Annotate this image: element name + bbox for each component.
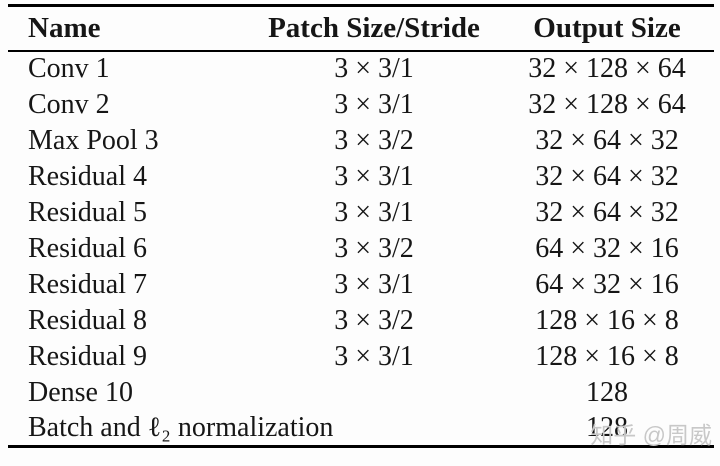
cell-name: Dense 10 bbox=[28, 376, 133, 408]
cell-patch-size: 3 × 3/1 bbox=[334, 88, 414, 120]
cell-output-size: 64 × 32 × 16 bbox=[535, 232, 679, 264]
cell-output-size: 32 × 64 × 32 bbox=[535, 160, 679, 192]
table-row: Batch and ℓ₂ normalization 128 bbox=[8, 411, 714, 447]
cell-name: Conv 2 bbox=[28, 88, 110, 120]
cell-name: Max Pool 3 bbox=[28, 124, 159, 156]
table-row: Max Pool 3 3 × 3/2 32 × 64 × 32 bbox=[8, 123, 714, 159]
cell-output-size: 64 × 32 × 16 bbox=[535, 268, 679, 300]
table-header-row: Name Patch Size/Stride Output Size bbox=[8, 6, 714, 51]
cell-patch-size: 3 × 3/1 bbox=[334, 268, 414, 300]
table-row: Residual 4 3 × 3/1 32 × 64 × 32 bbox=[8, 159, 714, 195]
cell-output-size: 32 × 64 × 32 bbox=[535, 124, 679, 156]
table-row: Residual 6 3 × 3/2 64 × 32 × 16 bbox=[8, 231, 714, 267]
cell-name: Residual 6 bbox=[28, 232, 147, 264]
cell-name: Residual 4 bbox=[28, 160, 147, 192]
table-row: Residual 9 3 × 3/1 128 × 16 × 8 bbox=[8, 339, 714, 375]
table-row: Residual 8 3 × 3/2 128 × 16 × 8 bbox=[8, 303, 714, 339]
cell-name: Residual 5 bbox=[28, 196, 147, 228]
cell-patch-size: 3 × 3/2 bbox=[334, 232, 414, 264]
cnn-architecture-table: Name Patch Size/Stride Output Size Conv … bbox=[8, 4, 714, 448]
cell-patch-size: 3 × 3/1 bbox=[334, 53, 414, 84]
cell-output-size: 128 bbox=[586, 411, 628, 443]
table-row: Conv 1 3 × 3/1 32 × 128 × 64 bbox=[8, 51, 714, 87]
cell-output-size: 32 × 128 × 64 bbox=[528, 88, 686, 120]
cell-output-size: 128 × 16 × 8 bbox=[535, 340, 679, 372]
cell-patch-size: 3 × 3/2 bbox=[334, 304, 414, 336]
cell-patch-size: 3 × 3/1 bbox=[334, 160, 414, 192]
cell-patch-size bbox=[248, 375, 500, 411]
cell-patch-size: 3 × 3/1 bbox=[334, 340, 414, 372]
cell-output-size: 128 × 16 × 8 bbox=[535, 304, 679, 336]
table-row: Residual 5 3 × 3/1 32 × 64 × 32 bbox=[8, 195, 714, 231]
cell-output-size: 128 bbox=[586, 376, 628, 408]
cell-patch-size: 3 × 3/1 bbox=[334, 196, 414, 228]
header-output-size: Output Size bbox=[533, 11, 681, 44]
cell-output-size: 32 × 64 × 32 bbox=[535, 196, 679, 228]
cell-name: Batch and ℓ₂ normalization bbox=[28, 411, 334, 443]
cell-output-size: 32 × 128 × 64 bbox=[528, 53, 686, 84]
header-patch-size-stride: Patch Size/Stride bbox=[268, 11, 480, 44]
cell-name: Residual 8 bbox=[28, 304, 147, 336]
table-row: Conv 2 3 × 3/1 32 × 128 × 64 bbox=[8, 87, 714, 123]
table-row: Dense 10 128 bbox=[8, 375, 714, 411]
cell-name: Residual 9 bbox=[28, 340, 147, 372]
cell-name: Conv 1 bbox=[28, 53, 110, 84]
header-name: Name bbox=[28, 11, 101, 44]
table-row: Residual 7 3 × 3/1 64 × 32 × 16 bbox=[8, 267, 714, 303]
cell-name: Residual 7 bbox=[28, 268, 147, 300]
cell-patch-size: 3 × 3/2 bbox=[334, 124, 414, 156]
